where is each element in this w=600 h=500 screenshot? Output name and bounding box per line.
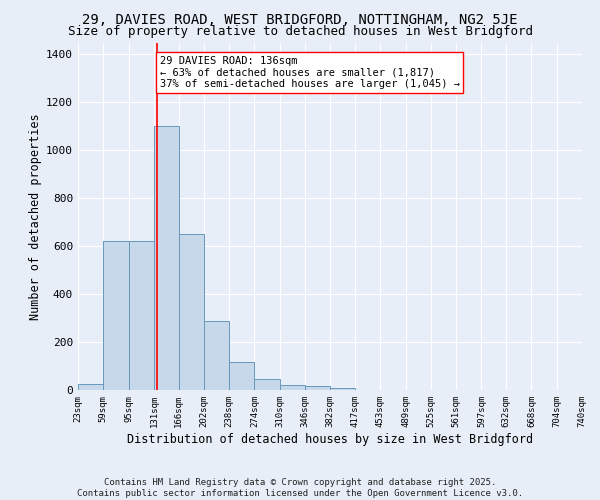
Bar (280, 385, 305, 390)
Bar (331, 388, 355, 390)
Bar (254, 379, 280, 390)
Bar (229, 362, 254, 390)
X-axis label: Distribution of detached houses by size in West Bridgford: Distribution of detached houses by size … (127, 432, 533, 446)
Text: Contains HM Land Registry data © Crown copyright and database right 2025.
Contai: Contains HM Land Registry data © Crown c… (77, 478, 523, 498)
Text: 29, DAVIES ROAD, WEST BRIDGFORD, NOTTINGHAM, NG2 5JE: 29, DAVIES ROAD, WEST BRIDGFORD, NOTTING… (82, 12, 518, 26)
Bar (103, 242, 128, 390)
Bar (128, 242, 154, 390)
Text: 29 DAVIES ROAD: 136sqm
← 63% of detached houses are smaller (1,817)
37% of semi-: 29 DAVIES ROAD: 136sqm ← 63% of detached… (160, 56, 460, 89)
Bar (204, 320, 229, 390)
Bar (179, 234, 204, 390)
Bar (154, 126, 179, 390)
Text: Size of property relative to detached houses in West Bridgford: Size of property relative to detached ho… (67, 25, 533, 38)
Y-axis label: Number of detached properties: Number of detached properties (29, 113, 42, 320)
Bar (305, 386, 331, 390)
Bar (78, 384, 103, 390)
